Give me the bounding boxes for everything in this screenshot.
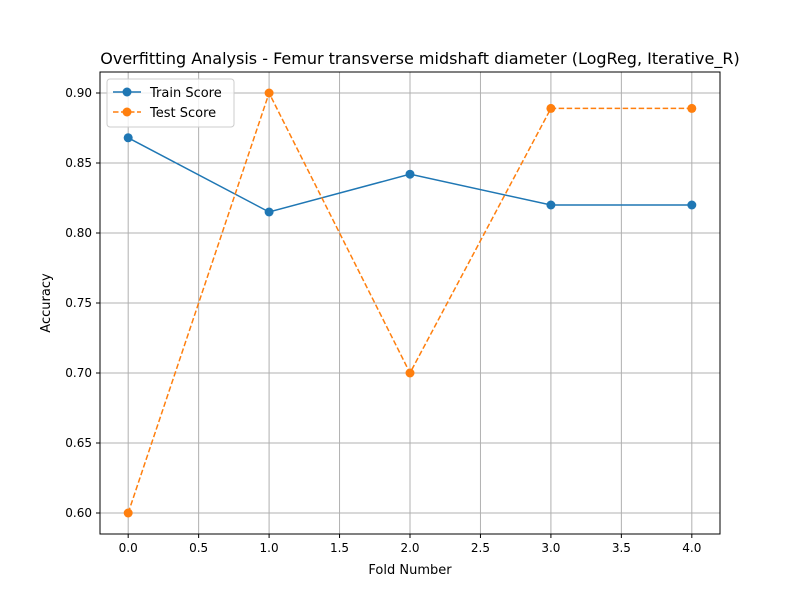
data-point xyxy=(687,103,697,113)
series-layer xyxy=(123,88,697,518)
legend-marker xyxy=(122,87,132,97)
legend: Train Score Test Score xyxy=(106,78,235,128)
chart-title: Overfitting Analysis - Femur transverse … xyxy=(100,49,739,69)
series-train-score xyxy=(123,133,697,217)
y-tick-label: 0.75 xyxy=(65,296,92,310)
data-point xyxy=(546,103,556,113)
x-tick-label: 3.5 xyxy=(612,541,631,555)
legend-box xyxy=(106,78,235,128)
data-point xyxy=(123,508,133,518)
data-point xyxy=(123,133,133,143)
data-point xyxy=(264,207,274,217)
series-test-score xyxy=(123,88,697,518)
y-tick-label: 0.90 xyxy=(65,86,92,100)
data-point xyxy=(687,200,697,210)
x-tick-label: 1.5 xyxy=(330,541,349,555)
x-tick-label: 2.5 xyxy=(471,541,490,555)
y-tick-label: 0.70 xyxy=(65,366,92,380)
x-axis-label: Fold Number xyxy=(368,563,452,578)
legend-label: Train Score xyxy=(149,86,222,101)
ticks: 0.0 0.5 1.0 1.5 2.0 2.5 3.0 3.5 4.0 0.60 0.65 0.70 0… xyxy=(65,86,701,555)
x-tick-label: 4.0 xyxy=(682,541,701,555)
y-tick-label: 0.65 xyxy=(65,436,92,450)
data-point xyxy=(405,169,415,179)
data-point xyxy=(546,200,556,210)
x-tick-label: 3.0 xyxy=(541,541,560,555)
legend-marker xyxy=(122,107,132,117)
grid xyxy=(100,72,720,534)
x-tick-label: 0.0 xyxy=(119,541,138,555)
x-tick-label: 2.0 xyxy=(400,541,419,555)
y-tick-label: 0.80 xyxy=(65,226,92,240)
y-axis-label: Accuracy xyxy=(39,273,54,333)
x-tick-label: 0.5 xyxy=(189,541,208,555)
y-tick-label: 0.60 xyxy=(65,506,92,520)
y-tick-label: 0.85 xyxy=(65,156,92,170)
data-point xyxy=(405,368,415,378)
data-point xyxy=(264,88,274,98)
legend-label: Test Score xyxy=(149,106,216,121)
x-tick-label: 1.0 xyxy=(260,541,279,555)
